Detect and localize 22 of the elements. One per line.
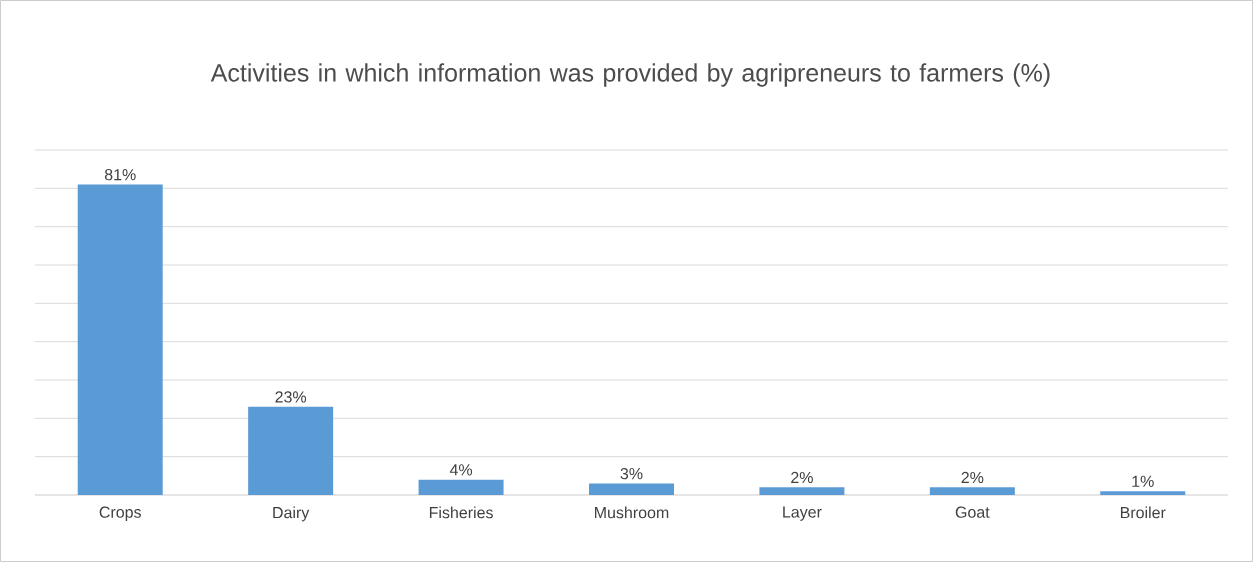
bar [589,483,674,495]
x-tick-label: Goat [955,506,990,518]
data-label: 1% [1132,475,1154,487]
data-label: 4% [449,464,473,476]
data-label: 2% [961,471,984,484]
x-tick-label: Layer [783,506,822,521]
x-tick-label: Broiler [1120,506,1166,519]
bar [929,487,1015,495]
x-tick-label: Mushroom [595,506,669,519]
data-label: 81% [104,168,136,181]
bar [248,406,334,495]
x-tick-label: Crops [99,506,141,522]
data-label: 2% [791,471,813,484]
bar [759,487,845,495]
data-label: 3% [620,467,643,480]
chart-title: Activities in which information was provided by agripreneurs to farmers (%) [210,63,1050,87]
x-tick-label: Fisheries [429,506,493,519]
bar [1100,491,1186,495]
data-label: 23% [275,391,307,403]
x-tick-label: Dairy [273,506,310,522]
bar [77,184,163,495]
bar [418,479,504,495]
